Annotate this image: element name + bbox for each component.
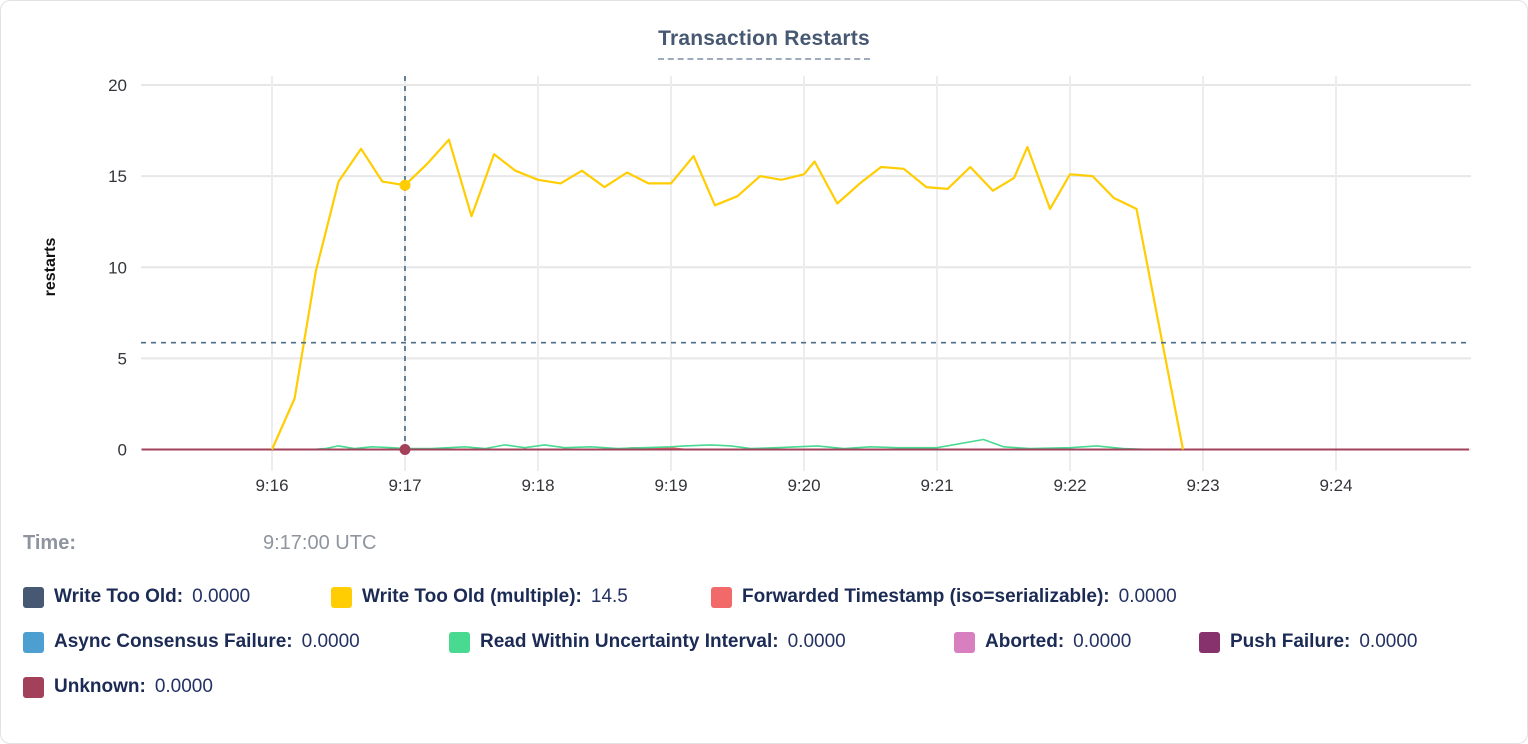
legend-item-forwarded-timestamp-iso-serializable: Forwarded Timestamp (iso=serializable): 0… [711,586,1177,608]
legend-item-aborted: Aborted: 0.0000 [954,631,1131,653]
legend-item-async-consensus-failure: Async Consensus Failure: 0.0000 [23,631,360,653]
series-label: Forwarded Timestamp (iso=serializable): [742,586,1110,607]
x-tick-label: 9:21 [920,476,953,495]
time-value: 9:17:00 UTC [263,532,377,554]
x-tick-label: 9:22 [1053,476,1086,495]
x-tick-label: 9:20 [787,476,820,495]
legend-item-read-within-uncertainty-interval: Read Within Uncertainty Interval: 0.0000 [449,631,846,653]
series-value: 0.0000 [1359,631,1418,652]
series-label: Write Too Old (multiple): [362,586,582,607]
series-color-swatch [954,631,975,653]
y-tick-label: 15 [108,167,127,186]
series-value: 0.0000 [192,586,251,607]
series-color-swatch [23,631,44,653]
series-line-read-within-uncertainty-interval [141,438,1469,451]
y-tick-label: 0 [118,441,127,460]
series-label: Unknown: [54,676,146,697]
series-label: Write Too Old: [54,586,184,607]
legend-item-push-failure: Push Failure: 0.0000 [1199,631,1417,653]
x-tick-label: 9:23 [1186,476,1219,495]
series-value: 0.0000 [1118,586,1177,607]
y-axis-label: restarts [42,238,59,297]
hover-dot-write-too-old-multiple [399,179,411,191]
series-line-write-too-old-multiple [270,138,1185,450]
series-value: 0.0000 [1073,631,1132,652]
chart-title-row: Transaction Restarts [1,27,1527,60]
x-tick-label: 9:16 [255,476,288,495]
x-tick-label: 9:24 [1319,476,1352,495]
time-label: Time: [23,532,76,554]
x-tick-label: 9:18 [521,476,554,495]
chart-title[interactable]: Transaction Restarts [658,27,870,60]
x-tick-label: 9:19 [654,476,687,495]
series-color-swatch [711,586,732,608]
series-label: Aborted: [985,631,1065,652]
series-color-swatch [449,631,470,653]
legend-item-write-too-old-multiple: Write Too Old (multiple): 14.5 [331,586,628,608]
x-tick-label: 9:17 [388,476,421,495]
y-tick-label: 10 [108,258,127,277]
series-color-swatch [331,586,352,608]
series-value: 0.0000 [154,676,213,697]
series-label: Push Failure: [1230,631,1351,652]
hover-dot-zero [399,444,411,455]
series-label: Read Within Uncertainty Interval: [480,631,779,652]
series-value: 0.0000 [787,631,846,652]
series-value: 14.5 [590,586,628,607]
series-value: 0.0000 [301,631,360,652]
y-tick-label: 5 [118,349,127,368]
legend-item-unknown: Unknown: 0.0000 [23,676,213,698]
series-color-swatch [23,676,44,698]
y-tick-label: 20 [108,76,127,95]
series-color-swatch [23,586,44,608]
transaction-restarts-chart[interactable]: 0 5 10 15 20 9:16 9:17 9:18 9:19 9:20 9:21 9:22 9:23… [1,1,1528,513]
legend-item-write-too-old: Write Too Old: 0.0000 [23,586,250,608]
series-color-swatch [1199,631,1220,653]
series-label: Async Consensus Failure: [54,631,293,652]
hover-time-row: Time: 9:17:00 UTC [23,532,1527,558]
series-legend: Write Too Old: 0.0000 Write Too Old (multi… [1,586,1527,726]
